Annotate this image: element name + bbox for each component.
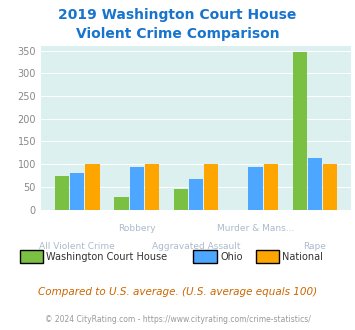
Text: Rape: Rape [304,242,327,251]
Text: All Violent Crime: All Violent Crime [39,242,115,251]
Text: Compared to U.S. average. (U.S. average equals 100): Compared to U.S. average. (U.S. average … [38,287,317,297]
Bar [55,177,69,210]
Bar [308,158,322,210]
Bar [85,164,99,210]
Bar [130,167,144,210]
Bar [248,167,263,210]
Bar [323,164,337,210]
Text: Washington Court House: Washington Court House [46,252,167,262]
Bar [293,51,307,210]
Text: Ohio: Ohio [220,252,242,262]
Bar [70,173,84,210]
Bar [174,189,188,210]
Text: National: National [282,252,323,262]
Bar [145,164,159,210]
Text: 2019 Washington Court House
Violent Crime Comparison: 2019 Washington Court House Violent Crim… [58,8,297,41]
Bar [204,164,218,210]
Bar [114,197,129,210]
Text: © 2024 CityRating.com - https://www.cityrating.com/crime-statistics/: © 2024 CityRating.com - https://www.city… [45,315,310,324]
Bar [189,179,203,210]
Text: Aggravated Assault: Aggravated Assault [152,242,240,251]
Bar [264,164,278,210]
Text: Murder & Mans...: Murder & Mans... [217,224,294,233]
Text: Robbery: Robbery [118,224,155,233]
